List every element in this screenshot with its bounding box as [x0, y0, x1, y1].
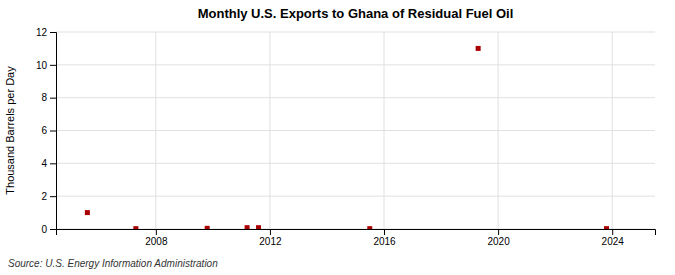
- y-axis-line: [50, 33, 57, 230]
- y-tick-label: 2: [41, 191, 47, 202]
- y-tick-mark: [50, 65, 56, 66]
- point: [476, 46, 481, 51]
- y-tick: 4: [41, 158, 56, 169]
- point: [367, 226, 372, 229]
- point: [85, 210, 90, 215]
- x-tick-mark: [384, 229, 385, 235]
- y-tick-mark: [50, 196, 56, 197]
- y-tick-mark: [50, 98, 56, 99]
- point: [245, 225, 250, 229]
- x-tick-label: 2024: [602, 236, 625, 247]
- x-tick-label: 2008: [145, 236, 168, 247]
- x-tick: 2012: [259, 229, 282, 247]
- x-tick: 2024: [602, 229, 625, 247]
- point: [256, 225, 261, 229]
- point: [604, 226, 609, 229]
- x-tick: 2016: [373, 229, 396, 247]
- chart-svg: 2008 2012 2016 2020 2024 0 2 4 6 8 10 12 Monthly U.S…: [0, 0, 675, 275]
- point: [205, 226, 210, 229]
- x-grid-line: [269, 32, 270, 229]
- y-grid-line: [56, 97, 655, 98]
- y-tick-mark: [50, 229, 56, 230]
- y-tick: 8: [41, 92, 56, 103]
- x-tick-mark: [612, 229, 613, 235]
- y-tick-label: 12: [36, 27, 48, 38]
- x-tick-mark: [498, 229, 499, 235]
- x-grid-line: [498, 32, 499, 229]
- title: Monthly U.S. Exports to Ghana of Residua…: [198, 6, 514, 21]
- x-grid-line: [612, 32, 613, 229]
- y-tick-label: 10: [36, 60, 48, 71]
- y-axis: 0 2 4 6 8 10 12: [36, 27, 57, 235]
- y-grid-line: [56, 163, 655, 164]
- x-tick-mark: [156, 229, 157, 235]
- y-tick-label: 4: [41, 158, 47, 169]
- x-axis-line: [57, 230, 656, 236]
- x-tick-mark: [270, 229, 271, 235]
- x-tick: 2008: [145, 229, 168, 247]
- y-tick: 6: [41, 125, 56, 136]
- y-tick-label: 6: [41, 125, 47, 136]
- y-tick: 0: [41, 224, 56, 235]
- y-tick: 12: [36, 27, 56, 38]
- y-tick-mark: [50, 163, 56, 164]
- x-tick-label: 2020: [487, 236, 510, 247]
- y-tick-label: 8: [41, 92, 47, 103]
- marks: [85, 46, 609, 229]
- x-grid-line: [155, 32, 156, 229]
- y-tick-mark: [50, 131, 56, 132]
- grid: [56, 32, 655, 229]
- y-grid-line: [56, 64, 655, 65]
- y-tick: 10: [36, 60, 56, 71]
- x-tick: 2020: [487, 229, 510, 247]
- y-tick: 2: [41, 191, 56, 202]
- chart-container: 2008 2012 2016 2020 2024 0 2 4 6 8 10 12 Monthly U.S…: [0, 0, 675, 275]
- y-axis-title: Thousand Barrels per Day: [4, 66, 16, 195]
- x-tick-label: 2012: [259, 236, 282, 247]
- x-axis: 2008 2012 2016 2020 2024: [57, 229, 656, 247]
- y-tick-mark: [50, 32, 56, 33]
- y-grid-line: [56, 130, 655, 131]
- x-grid-line: [384, 32, 385, 229]
- y-tick-label: 0: [41, 224, 47, 235]
- y-grid-line: [56, 196, 655, 197]
- plot-area: 2008 2012 2016 2020 2024 0 2 4 6 8 10 12: [36, 27, 656, 247]
- point: [133, 226, 138, 229]
- source-note: Source: U.S. Energy Information Administ…: [8, 258, 218, 269]
- x-tick-label: 2016: [373, 236, 396, 247]
- y-grid-line: [56, 32, 655, 33]
